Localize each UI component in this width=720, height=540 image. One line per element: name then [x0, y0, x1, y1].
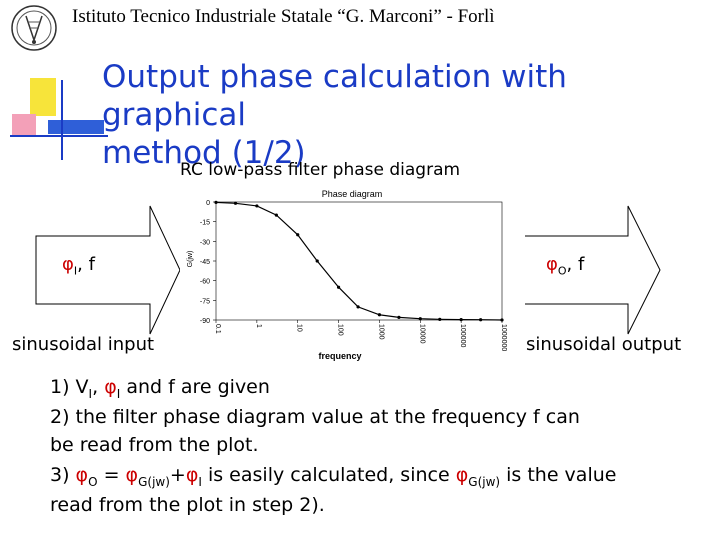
step-3-line1: 3) φO = φG(jw)+φI is easily calculated, … [50, 460, 616, 497]
data-point [336, 285, 341, 289]
phi-subscript: O [557, 264, 567, 278]
input-label: sinusoidal input [12, 334, 155, 355]
phi-symbol: φ [546, 254, 558, 275]
data-point [255, 204, 259, 208]
step3-sub-g: G(jw) [138, 474, 170, 489]
step3-sub-o: O [88, 474, 98, 489]
step1-sub-v: I [88, 386, 93, 401]
step-1: 1) VI, φI and f are given [50, 372, 270, 409]
data-point [438, 317, 442, 321]
data-point [500, 318, 504, 322]
slide-title-line2: method (1/2) [102, 135, 306, 171]
output-phase-label: φO, f [546, 254, 584, 278]
data-point [296, 233, 300, 237]
step-2-line1: 2) the filter phase diagram value at the… [50, 406, 580, 428]
phase-diagram-chart: Phase diagram G(jw) frequency 0 -15 -30 -45… [180, 184, 525, 364]
phi-symbol: φ [75, 464, 89, 486]
chart-xlabel: frequency [318, 351, 361, 361]
data-point [459, 318, 463, 322]
y-tick-label: -60 [200, 279, 210, 286]
frequency-suffix: , f [77, 254, 95, 275]
step1-text-c: and f are given [120, 376, 270, 398]
step3-plus: + [169, 464, 186, 486]
data-point [214, 200, 218, 204]
x-tick-label: 100000 [459, 324, 466, 347]
data-point [479, 318, 483, 322]
step1-sub-phi: I [116, 386, 121, 401]
step-3-line2: read from the plot in step 2). [50, 494, 325, 516]
decorative-blocks [10, 78, 108, 160]
slide-title-line1: Output phase calculation with graphical [102, 59, 567, 133]
chart-ylabel: G(jw) [187, 251, 194, 268]
data-point [315, 259, 319, 263]
step3-equals: = [97, 464, 126, 486]
step1-text-b: , [92, 376, 105, 398]
y-tick-label: -90 [200, 318, 210, 325]
x-tick-label: 1000 [377, 324, 384, 340]
step1-text-a: 1) V [50, 376, 89, 398]
y-tick-label: 0 [206, 200, 210, 207]
step3-text-b: is easily calculated, since [201, 464, 456, 486]
phi-symbol: φ [125, 464, 139, 486]
data-point [418, 317, 422, 321]
x-tick-label: 1 [255, 324, 262, 328]
step3-text-c: is the value [500, 464, 617, 486]
school-logo [8, 2, 60, 54]
y-tick-label: -15 [200, 220, 210, 227]
x-tick-label: 100 [337, 324, 344, 336]
data-point [274, 213, 278, 217]
slide-subtitle: RC low-pass filter phase diagram [180, 160, 461, 180]
io-arrows [35, 205, 661, 335]
slide-title: Output phase calculation with graphical … [102, 58, 712, 172]
phi-symbol: φ [455, 464, 469, 486]
input-arrow [35, 205, 181, 335]
step-2-line2: be read from the plot. [50, 434, 259, 456]
y-tick-label: -45 [200, 259, 210, 266]
data-point [397, 315, 401, 319]
output-label: sinusoidal output [526, 334, 682, 355]
x-tick-label: 10000 [418, 324, 425, 344]
output-arrow [519, 205, 661, 335]
phi-symbol: φ [185, 464, 199, 486]
x-tick-label: 10 [296, 324, 303, 332]
x-tick-label: 0.1 [214, 324, 221, 334]
step3-sub-g2: G(jw) [468, 474, 501, 489]
input-phase-label: φI, f [62, 254, 95, 278]
step3-text-a: 3) [50, 464, 76, 486]
phi-symbol: φ [104, 376, 117, 398]
data-point [356, 305, 360, 309]
step3-sub-i: I [198, 474, 202, 489]
x-tick-label: 1000000 [500, 324, 507, 351]
frequency-suffix: , f [566, 254, 585, 275]
data-point [233, 201, 238, 205]
chart-title: Phase diagram [322, 189, 383, 199]
header-institute: Istituto Tecnico Industriale Statale “G.… [72, 6, 495, 27]
y-tick-label: -75 [200, 298, 210, 305]
phi-symbol: φ [62, 254, 74, 275]
phi-subscript: I [73, 264, 78, 278]
data-point [377, 313, 382, 317]
y-tick-label: -30 [200, 239, 210, 246]
